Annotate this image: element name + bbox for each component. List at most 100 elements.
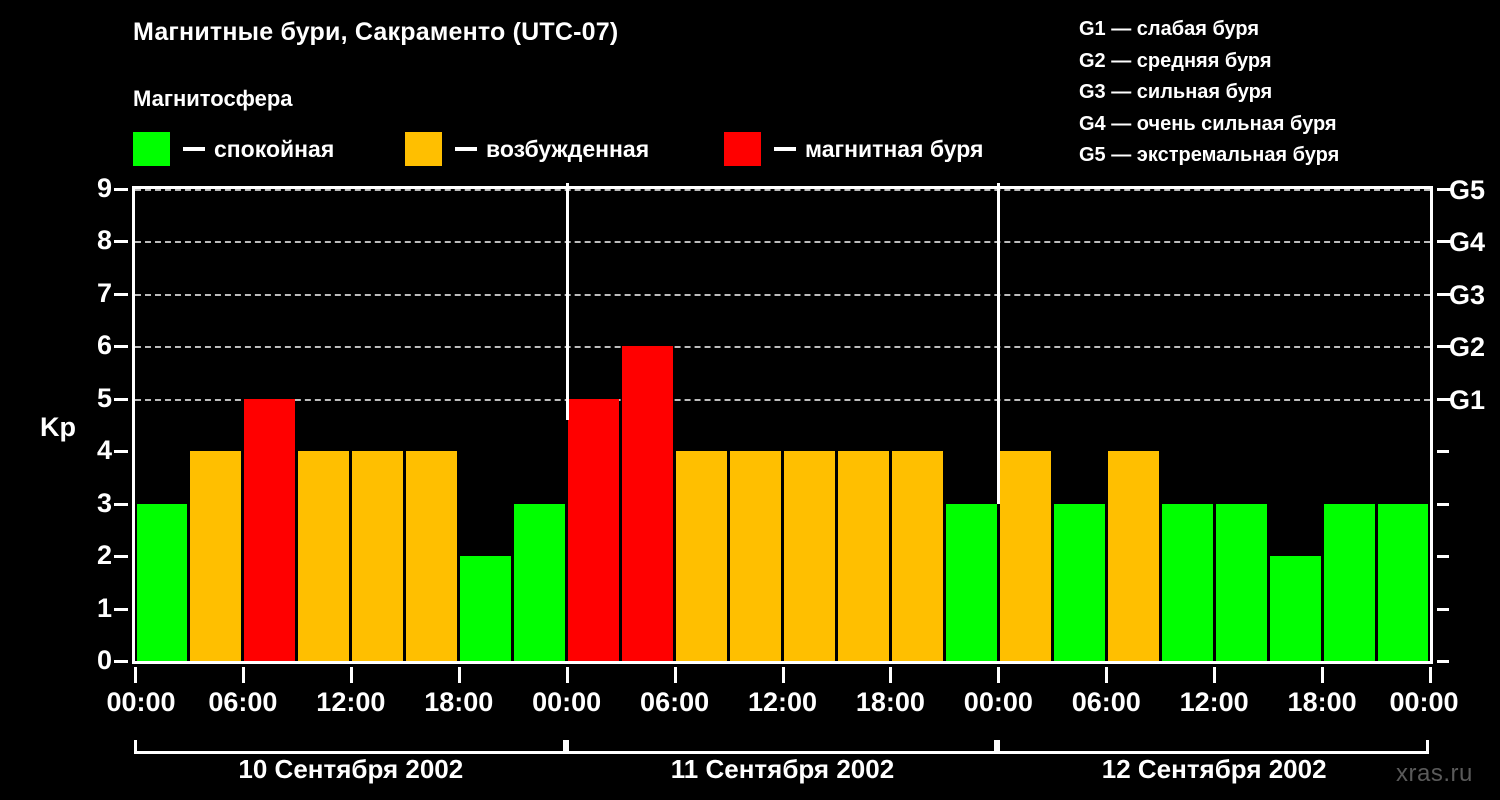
date-label-2: 11 Сентября 2002 — [670, 754, 895, 784]
legend-label-storm: магнитная буря — [805, 135, 984, 162]
bar-kp-20 — [1215, 503, 1267, 661]
y-tick-mark-9 — [114, 188, 128, 191]
y-tick-label-7: 7 — [96, 277, 112, 308]
bar-kp-5 — [406, 451, 458, 661]
date-bracket-2 — [565, 740, 998, 754]
g-tick-mark-g1 — [1437, 397, 1451, 401]
legend-label-quiet: спокойная — [214, 135, 335, 162]
x-tick-mark-3 — [457, 667, 461, 683]
gscale-legend-row-g3: G3 — сильная буря — [1079, 81, 1273, 103]
x-tick-label-6: 12:00 — [747, 687, 818, 717]
y-tick-label-6: 6 — [96, 330, 112, 361]
plot-area — [135, 189, 1430, 661]
gridline-kp-6 — [135, 346, 1430, 349]
bar-kp-17 — [1053, 503, 1105, 661]
gridline-kp-5 — [135, 398, 1430, 401]
g-tick-label-g4: G4 — [1449, 227, 1486, 258]
page-title: Магнитные бури, Сакраменто (UTC-07) — [133, 18, 619, 46]
legend-item-unsettled: возбужденная — [405, 131, 649, 167]
y-axis-left: 0 1 2 3 4 5 6 7 8 9 — [60, 0, 112, 800]
right-minor-tick-kp-1 — [1437, 607, 1449, 611]
bar-kp-0 — [136, 503, 188, 661]
x-tick-label-12: 00:00 — [1389, 687, 1459, 717]
y-tick-mark-3 — [114, 502, 128, 506]
x-tick-label-2: 12:00 — [316, 687, 386, 717]
x-tick-mark-9 — [1105, 667, 1109, 683]
g-tick-mark-g3 — [1437, 292, 1451, 296]
bar-kp-23 — [1377, 503, 1429, 661]
y-tick-label-4: 4 — [96, 435, 112, 466]
legend-swatch-storm — [724, 132, 761, 166]
x-tick-mark-8 — [997, 667, 1001, 683]
g-tick-label-g3: G3 — [1449, 279, 1486, 310]
right-minor-tick-kp-0 — [1437, 660, 1449, 663]
gscale-legend-row-g1: G1 — слабая буря — [1079, 18, 1260, 40]
bar-kp-15 — [945, 503, 997, 661]
legend-swatch-unsettled — [405, 132, 442, 166]
gscale-legend-row-g2: G2 — средняя буря — [1079, 49, 1272, 72]
x-tick-mark-10 — [1213, 667, 1217, 683]
bar-kp-8 — [568, 398, 620, 661]
legend-label-unsettled: возбужденная — [486, 135, 650, 162]
legend-item-storm: магнитная буря — [724, 131, 983, 167]
bar-kp-22 — [1323, 503, 1375, 661]
y-tick-mark-0 — [114, 660, 128, 663]
gridline-kp-9 — [135, 189, 1430, 191]
x-tick-label-8: 00:00 — [963, 687, 1033, 717]
bar-kp-4 — [352, 451, 404, 661]
y-tick-mark-7 — [114, 292, 128, 296]
x-tick-mark-11 — [1321, 667, 1325, 683]
date-bracket-3 — [997, 740, 1429, 754]
y-axis-title: Kp — [40, 412, 76, 442]
y-tick-label-9: 9 — [96, 173, 112, 203]
bar-series — [135, 189, 1430, 661]
x-tick-label-4: 00:00 — [532, 687, 602, 717]
bar-kp-10 — [676, 451, 728, 661]
legend-dash-icon — [455, 147, 477, 151]
x-tick-mark-1 — [241, 667, 245, 683]
watermark: xras.ru — [1396, 760, 1473, 787]
x-tick-mark-4 — [565, 667, 569, 683]
x-tick-mark-12 — [1429, 667, 1432, 683]
right-minor-tick-kp-3 — [1437, 502, 1449, 506]
x-tick-label-0: 00:00 — [106, 687, 176, 717]
y-tick-label-2: 2 — [96, 540, 112, 571]
right-minor-tick-kp-4 — [1437, 450, 1449, 454]
y-tick-label-1: 1 — [96, 592, 112, 623]
right-minor-tick-kp-2 — [1437, 555, 1449, 559]
x-tick-label-7: 18:00 — [855, 687, 925, 717]
y-tick-mark-1 — [114, 607, 128, 611]
y-tick-mark-6 — [114, 345, 128, 349]
y-tick-label-5: 5 — [96, 382, 112, 413]
gscale-legend-row-g5: G5 — экстремальная буря — [1079, 144, 1340, 166]
gscale-legend-row-g4: G4 — очень сильная буря — [1079, 112, 1337, 135]
date-bracket-1 — [134, 740, 566, 754]
magnetosphere-label: Магнитосфера — [133, 86, 293, 111]
bar-kp-13 — [837, 451, 889, 661]
x-tick-mark-6 — [781, 667, 785, 683]
legend-swatch-quiet — [133, 132, 170, 166]
gscale-legend: G1 — слабая буря G2 — средняя буря G3 — си… — [1079, 14, 1339, 172]
x-tick-label-10: 12:00 — [1179, 687, 1249, 717]
bar-kp-11 — [730, 451, 781, 661]
y-tick-label-3: 3 — [96, 487, 112, 518]
day-divider-1 — [565, 183, 569, 420]
bar-kp-19 — [1161, 503, 1213, 661]
gridline-kp-8 — [135, 241, 1430, 244]
legend-item-quiet: спокойная — [133, 131, 334, 167]
gridline-kp-7 — [135, 293, 1430, 296]
date-label-3: 12 Сентября 2002 — [1101, 754, 1327, 784]
bar-kp-14 — [891, 451, 943, 661]
bar-kp-2 — [244, 398, 296, 661]
legend-dash-icon — [774, 147, 796, 151]
x-tick-mark-0 — [134, 667, 137, 683]
y-tick-mark-5 — [114, 397, 128, 401]
y-tick-mark-2 — [114, 555, 128, 559]
g-tick-mark-g4 — [1437, 240, 1451, 244]
y-axis-right-gscale: G1 G2 G3 G4 G5 — [1449, 0, 1500, 800]
y-tick-mark-4 — [114, 450, 128, 454]
x-tick-mark-5 — [673, 667, 677, 683]
date-label-1: 10 Сентября 2002 — [238, 754, 464, 784]
bar-kp-1 — [190, 451, 242, 661]
x-tick-label-9: 06:00 — [1071, 687, 1141, 717]
